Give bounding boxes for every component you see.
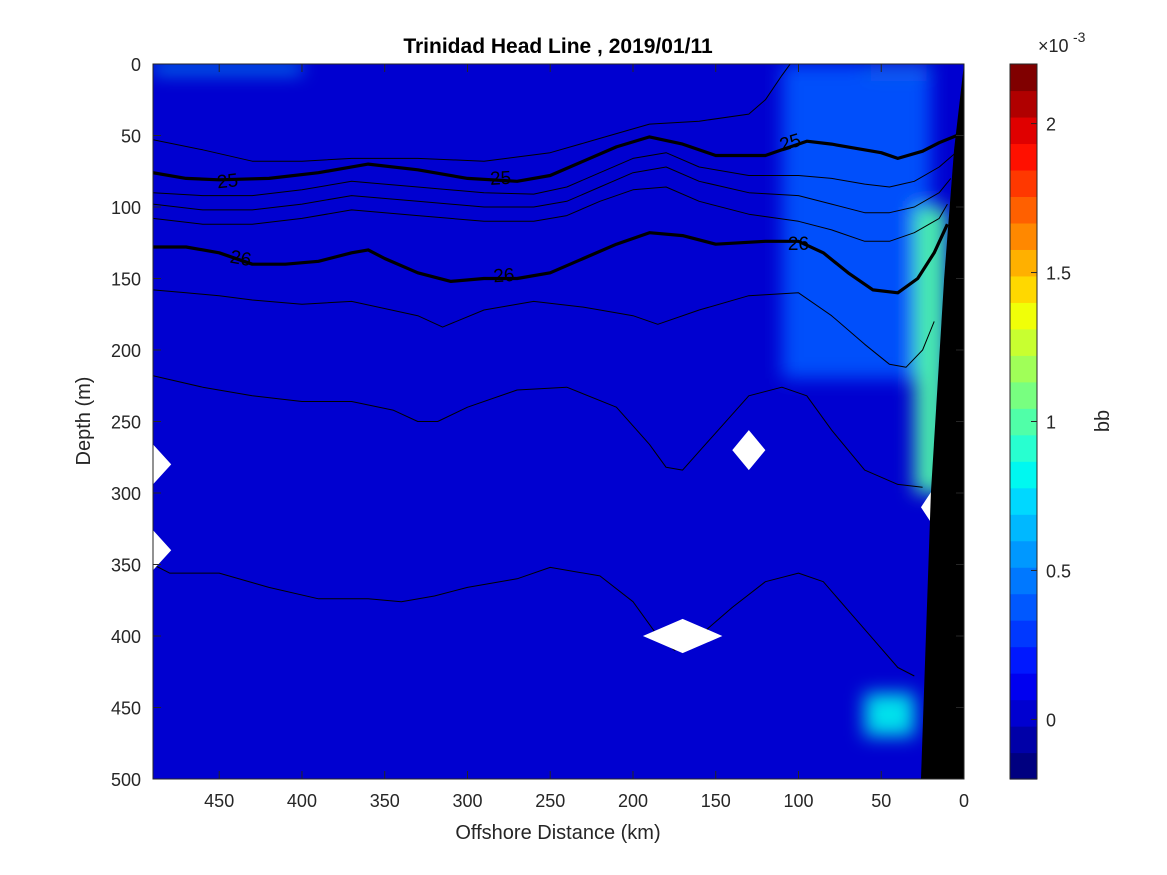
nearshore-plume [781,64,931,379]
colorbar-segment [1010,249,1037,277]
x-axis-label: Offshore Distance (km) [455,822,660,844]
x-tick-label: 300 [452,791,482,811]
colorbar-segment [1010,487,1037,515]
colorbar-segment [1010,64,1037,92]
colorbar-segment [1010,567,1037,595]
y-tick-label: 150 [111,270,141,290]
y-tick-label: 450 [111,699,141,719]
colorbar-segment [1010,143,1037,171]
colorbar-segment [1010,540,1037,568]
isopycnal-layer [153,64,964,677]
x-tick-label: 150 [701,791,731,811]
isopycnal-line [153,131,964,183]
missing-data-patch [642,618,723,654]
colorbar-tick-label: 0.5 [1046,561,1071,581]
colorbar-tick-label: 1 [1046,413,1056,433]
seafloor-layer [920,64,964,779]
isopycnal-line [153,166,952,214]
colorbar-tick-label: 2 [1046,115,1056,135]
colorbar-segment [1010,593,1037,621]
colorbar-segment [1010,620,1037,648]
isopycnal-line [153,289,935,368]
colorbar-segment [1010,699,1037,727]
colorbar-segment [1010,196,1037,224]
colorbar-segment [1010,169,1037,198]
x-tick-label: 50 [871,791,891,811]
isopycnal-line [153,152,957,197]
missing-data-patch [732,430,766,471]
colorbar-exponent-power: -3 [1073,29,1086,45]
isopycnal-line [153,223,949,295]
isopycnal-line [153,375,923,488]
colorbar-segment [1010,646,1037,674]
isopycnal-label: 25 [216,170,239,193]
colorbar: 0 0.5 1 1.5 2 [1009,63,1071,780]
x-tick-label: 450 [204,791,234,811]
colorbar-tick-label: 0 [1046,710,1056,730]
surface-patch [153,64,302,73]
deep-patch [864,693,915,737]
y-tick-label: 350 [111,556,141,576]
colorbar-segment [1010,90,1037,118]
colorbar-segment [1010,328,1037,356]
colorbar-segment [1010,673,1037,701]
x-tick-label: 250 [535,791,565,811]
y-tick-label: 50 [121,127,141,147]
colorbar-segment [1010,461,1037,489]
y-tick-label: 200 [111,341,141,361]
x-tick-label: 400 [287,791,317,811]
missing-data-patch [153,444,172,485]
isopycnal-line [153,186,948,242]
y-tick-label: 300 [111,484,141,504]
y-tick-label: 500 [111,770,141,790]
y-tick-label: 0 [131,55,141,75]
colorbar-segment [1010,726,1037,754]
colorbar-exponent-base: ×10 [1038,36,1069,56]
seafloor-mask [920,64,964,779]
y-axis: 0 50 100 150 200 250 300 350 400 450 500 [111,55,964,790]
y-tick-label: 250 [111,413,141,433]
isopycnal-line [153,564,915,677]
y-axis-label: Depth (m) [73,377,95,466]
isopycnal-line [153,64,791,162]
colorbar-segment [1010,302,1037,330]
isopycnal-label: 26 [228,247,252,271]
colorbar-segment [1010,355,1037,383]
colorbar-segment [1010,275,1037,303]
missing-data-patch [153,530,172,571]
x-tick-label: 350 [370,791,400,811]
colorbar-segment [1010,116,1037,145]
missing-data-layer [153,430,948,654]
x-axis: 450 400 350 300 250 200 150 100 50 0 [204,64,969,811]
colorbar-tick-label: 1.5 [1046,264,1071,284]
colorbar-label: bb [1092,410,1114,432]
colorbar-segment [1010,381,1037,409]
colorbar-segment [1010,752,1037,780]
x-tick-label: 200 [618,791,648,811]
chart-title: Trinidad Head Line , 2019/01/11 [403,35,713,58]
x-tick-label: 0 [959,791,969,811]
y-tick-label: 100 [111,198,141,218]
colorbar-segment [1010,222,1037,250]
isopycnal-label: 26 [493,265,516,287]
colorbar-segment [1010,434,1037,462]
colorbar-segment [1010,514,1037,542]
isopycnal-label: 25 [489,168,511,190]
y-tick-label: 400 [111,627,141,647]
isopycnal-label: 26 [788,234,809,255]
x-tick-label: 100 [783,791,813,811]
